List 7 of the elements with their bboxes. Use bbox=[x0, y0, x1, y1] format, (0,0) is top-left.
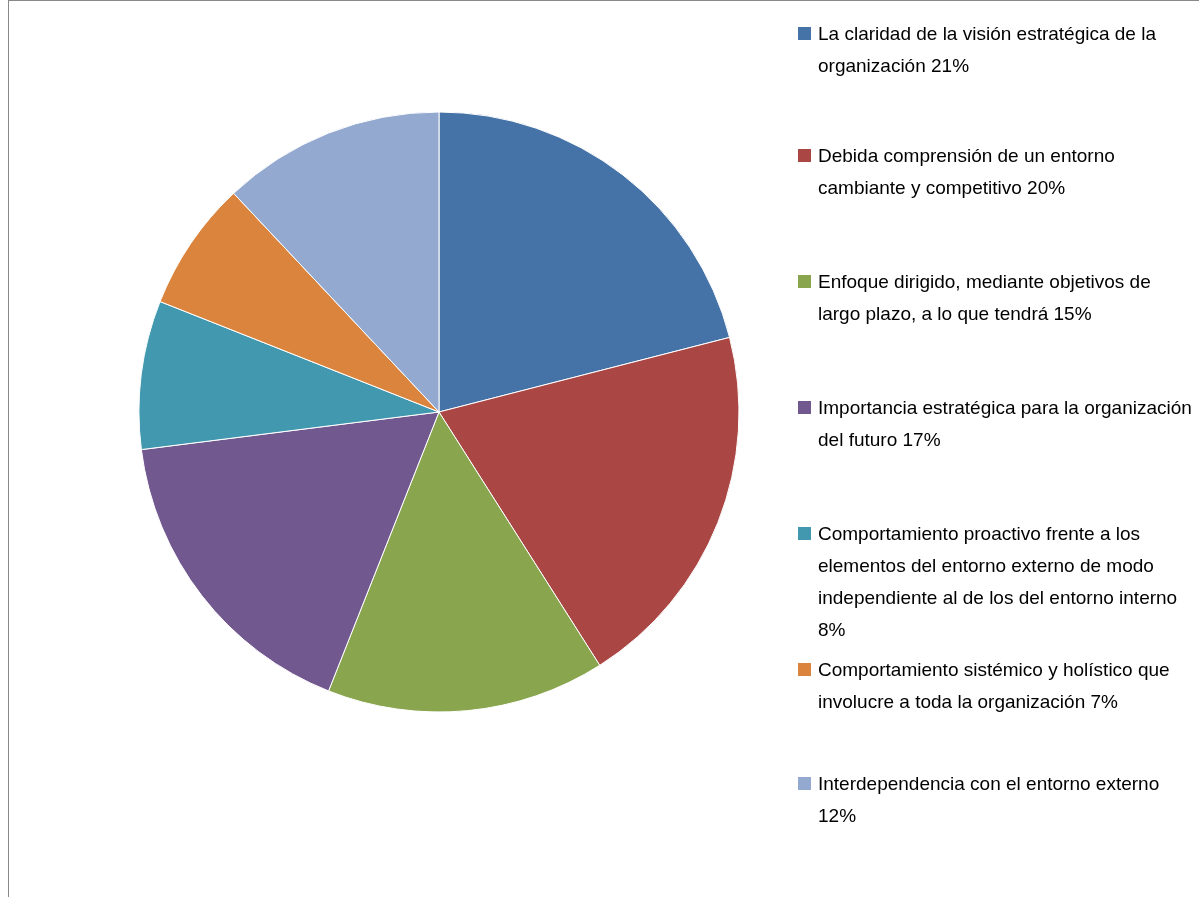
legend-label: Interdependencia con el entorno externo 12% bbox=[818, 773, 1160, 826]
legend-label: Comportamiento proactivo frente a los elementos del entorno externo de modo independiente al de los del entorno interno 8% bbox=[818, 523, 1178, 640]
legend-label: Importancia estratégica para la organización del futuro 17% bbox=[818, 397, 1192, 450]
legend-label: Debida comprensión de un entorno cambiante y competitivo 20% bbox=[818, 145, 1115, 198]
legend-label: Enfoque dirigido, mediante objetivos de largo plazo, a lo que tendrá 15% bbox=[818, 271, 1151, 324]
legend-label: La claridad de la visión estratégica de la organización 21% bbox=[818, 23, 1157, 76]
legend-label: Comportamiento sistémico y holístico que involucre a toda la organización 7% bbox=[818, 659, 1170, 712]
